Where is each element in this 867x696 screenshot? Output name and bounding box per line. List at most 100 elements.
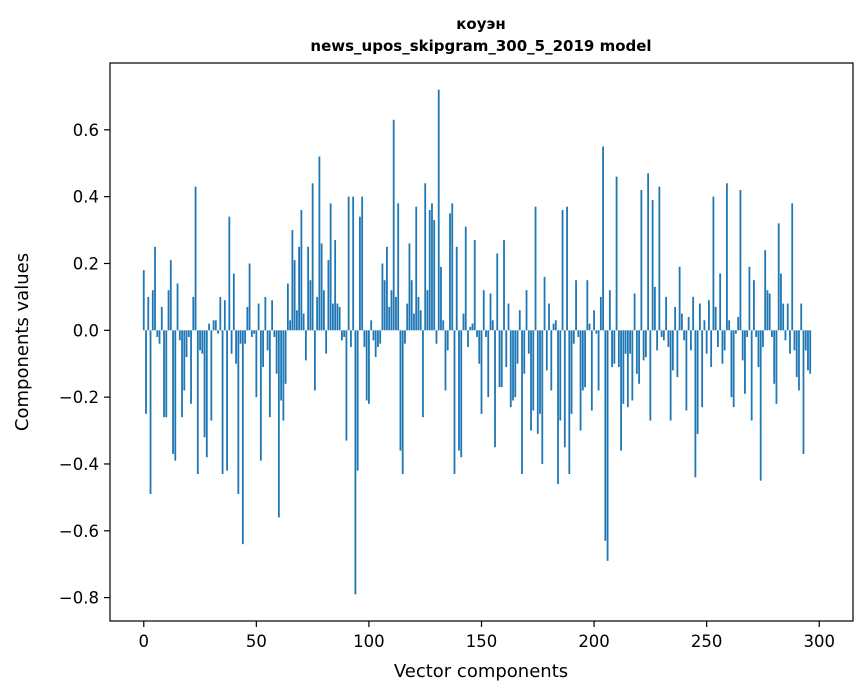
bar-component-99 — [365, 330, 368, 401]
bar-component-233 — [667, 330, 670, 348]
bar-component-88 — [341, 330, 343, 341]
bar-component-151 — [482, 290, 485, 331]
bar-component-19 — [185, 330, 188, 358]
bar-component-289 — [793, 330, 796, 351]
bar-component-64 — [286, 283, 289, 331]
bar-component-173 — [532, 330, 535, 411]
bar-component-145 — [469, 326, 472, 331]
bar-component-38 — [228, 216, 231, 331]
bar-component-133 — [442, 320, 445, 331]
bar-component-283 — [780, 273, 782, 331]
bar-component-7 — [158, 330, 161, 344]
bar-component-229 — [658, 186, 661, 331]
bar-component-280 — [773, 330, 776, 384]
bar-component-117 — [406, 303, 409, 331]
bar-component-150 — [480, 330, 483, 414]
bar-component-210 — [615, 176, 618, 331]
y-tick-label: 0.6 — [73, 121, 99, 140]
bar-component-178 — [543, 276, 546, 331]
bar-component-132 — [440, 266, 442, 331]
bar-component-198 — [588, 323, 591, 331]
bar-component-189 — [568, 330, 571, 474]
bar-component-108 — [386, 246, 388, 331]
bar-component-147 — [473, 240, 476, 331]
bar-component-115 — [401, 330, 404, 474]
bar-component-134 — [444, 330, 447, 391]
bar-component-285 — [784, 330, 787, 341]
bar-component-220 — [638, 330, 641, 384]
bar-component-23 — [194, 186, 197, 331]
bar-component-87 — [338, 306, 341, 331]
bar-component-238 — [678, 266, 681, 331]
bar-component-248 — [701, 330, 704, 408]
x-axis-label: Vector components — [394, 661, 568, 682]
bar-component-268 — [746, 330, 749, 337]
bar-component-125 — [424, 183, 427, 331]
x-axis-ticks: 0 50 100 150 200 250 300 — [139, 621, 835, 651]
bar-component-230 — [660, 330, 663, 337]
bar-component-255 — [717, 330, 719, 348]
bar-component-213 — [622, 330, 625, 404]
bar-component-160 — [503, 240, 505, 331]
bar-component-267 — [744, 330, 746, 394]
bar-component-156 — [494, 330, 496, 448]
bar-component-79 — [320, 243, 323, 331]
bar-component-0 — [142, 270, 145, 331]
bar-component-214 — [624, 330, 627, 354]
bar-component-243 — [689, 330, 692, 351]
bar-component-205 — [604, 330, 607, 541]
bar-component-263 — [735, 330, 737, 334]
bar-component-50 — [255, 330, 258, 398]
bar-component-33 — [217, 330, 219, 334]
bar-component-59 — [275, 330, 278, 374]
bar-component-10 — [165, 330, 168, 418]
bar-component-129 — [433, 220, 436, 331]
bar-component-232 — [665, 296, 668, 331]
bar-component-257 — [721, 330, 724, 364]
bar-component-162 — [507, 303, 510, 331]
bar-component-123 — [419, 310, 422, 331]
bar-component-51 — [257, 303, 260, 331]
bar-component-139 — [455, 246, 458, 331]
bar-component-61 — [280, 330, 283, 401]
bar-component-72 — [304, 330, 307, 361]
bar-component-149 — [478, 330, 481, 364]
bar-component-114 — [399, 330, 402, 451]
bar-component-35 — [221, 330, 224, 474]
bar-component-113 — [397, 203, 400, 331]
bar-component-48 — [250, 330, 253, 337]
bar-component-212 — [620, 330, 622, 451]
bar-component-130 — [435, 330, 438, 344]
bar-component-143 — [464, 226, 467, 331]
bar-component-262 — [732, 330, 735, 408]
bar-component-200 — [593, 310, 595, 331]
bar-component-67 — [293, 260, 296, 331]
bar-component-293 — [802, 330, 805, 454]
bar-component-27 — [203, 330, 206, 438]
bar-component-246 — [696, 330, 699, 434]
bar-component-22 — [192, 296, 195, 331]
bar-component-63 — [284, 330, 287, 384]
bar-component-110 — [390, 290, 393, 331]
y-tick-label: 0.2 — [73, 254, 99, 273]
bar-component-216 — [629, 330, 631, 354]
x-tick-label: 100 — [353, 632, 385, 651]
bar-component-49 — [253, 330, 255, 334]
bar-component-20 — [187, 330, 190, 337]
bar-component-36 — [223, 300, 226, 331]
bar-component-159 — [500, 330, 503, 388]
bar-component-206 — [606, 330, 609, 561]
bar-component-192 — [575, 280, 577, 331]
bar-component-75 — [311, 183, 314, 331]
bar-component-100 — [368, 330, 370, 404]
bar-component-122 — [417, 296, 420, 331]
bar-component-161 — [505, 330, 508, 368]
bar-component-141 — [460, 330, 463, 458]
bar-component-158 — [498, 330, 501, 388]
bar-component-62 — [282, 330, 285, 421]
bar-component-24 — [196, 330, 199, 474]
bar-component-127 — [428, 210, 431, 331]
bar-component-53 — [262, 330, 264, 368]
